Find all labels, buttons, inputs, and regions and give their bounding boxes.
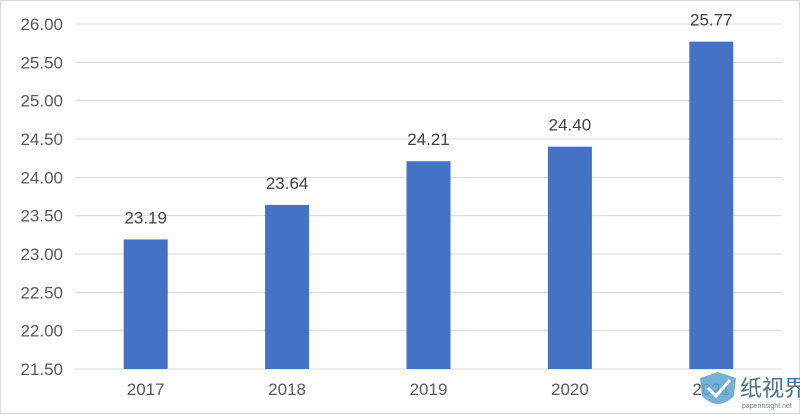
data-label-2018: 23.64	[266, 174, 309, 193]
data-label-2020: 24.40	[549, 116, 592, 135]
y-tick-label: 25.50	[20, 53, 63, 72]
x-tick-label-2018: 2018	[268, 380, 306, 399]
bar-2018	[265, 204, 310, 369]
y-axis-ticks: 21.50 22.00 22.50 23.00 23.50 24.00 24.50 25.00…	[20, 15, 63, 379]
bar-2020	[547, 146, 592, 369]
data-label-2019: 24.21	[407, 130, 450, 149]
y-tick-label: 25.00	[20, 92, 63, 111]
bars	[123, 41, 734, 370]
data-label-2017: 23.19	[124, 208, 167, 227]
bar-2019	[406, 161, 451, 369]
y-tick-label: 23.00	[20, 245, 63, 264]
y-tick-label: 26.00	[20, 15, 63, 34]
x-tick-label-2017: 2017	[127, 380, 165, 399]
x-axis-ticks: 20172018201920202021	[127, 380, 730, 399]
watermark-shield-icon	[700, 372, 736, 404]
watermark-text: 纸视界	[740, 377, 800, 402]
y-tick-label: 24.00	[20, 168, 63, 187]
x-tick-label-2019: 2019	[410, 380, 448, 399]
watermark-logo: 纸视界 paperinsight.net	[700, 372, 800, 410]
y-tick-label: 22.50	[20, 283, 63, 302]
data-labels: 23.19 23.64 24.21 24.40 25.77	[124, 11, 732, 228]
bar-2017	[123, 239, 168, 369]
x-tick-label-2020: 2020	[551, 380, 589, 399]
watermark-subtext: paperinsight.net	[742, 403, 792, 410]
data-label-2021: 25.77	[690, 11, 733, 30]
y-tick-label: 24.50	[20, 130, 63, 149]
y-tick-label: 23.50	[20, 207, 63, 226]
y-tick-label: 21.50	[20, 360, 63, 379]
bar-2021	[689, 41, 734, 370]
y-tick-label: 22.00	[20, 322, 63, 341]
gridlines	[75, 23, 782, 370]
